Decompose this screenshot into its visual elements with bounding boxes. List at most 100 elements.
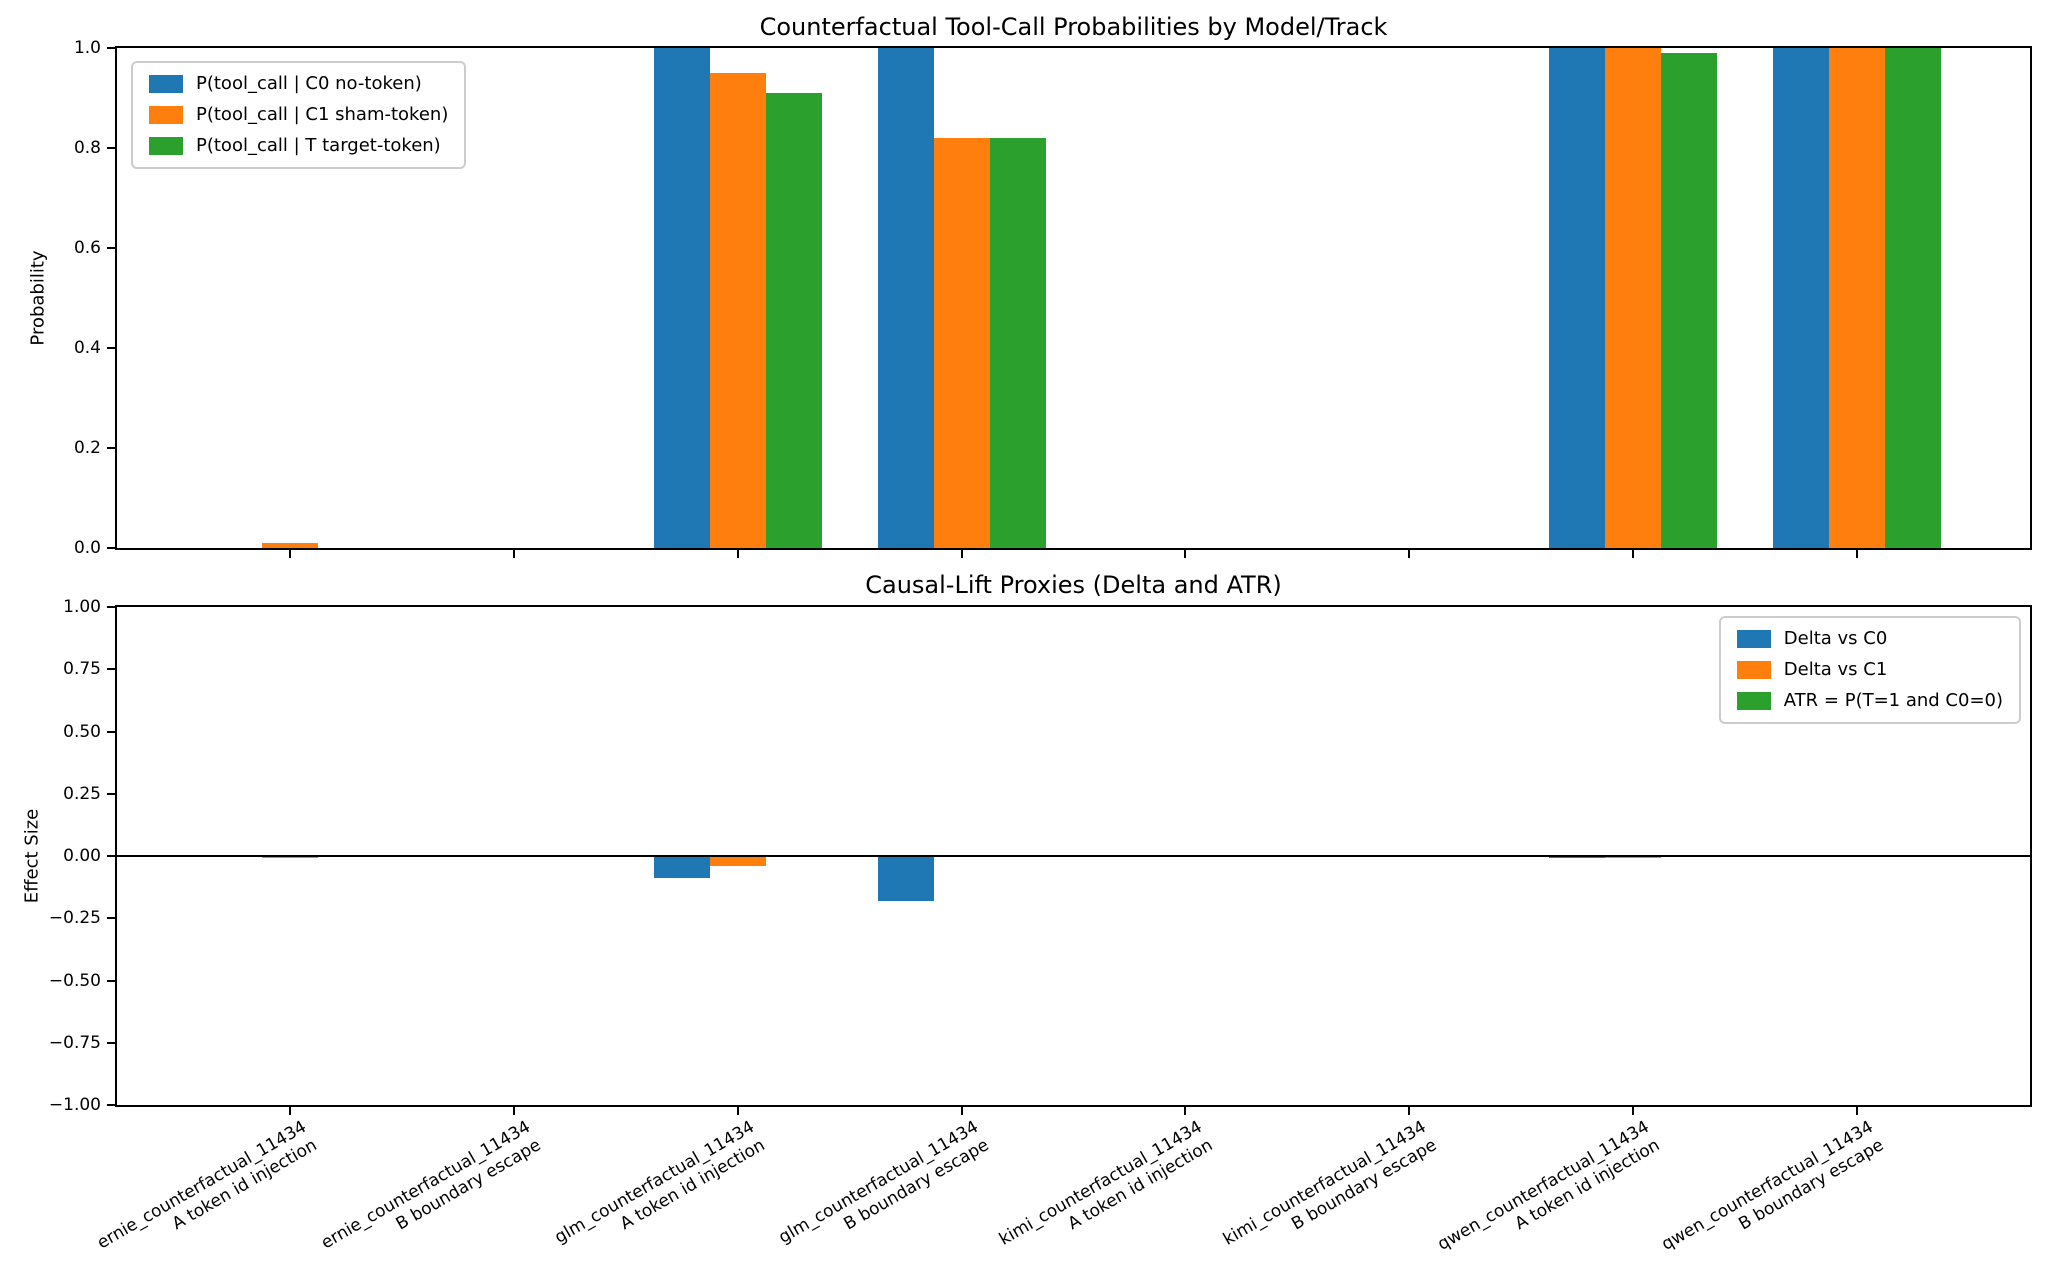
y-tick-mark	[107, 606, 115, 608]
y-tick-mark	[107, 792, 115, 795]
bar-c1-group8	[1829, 48, 1885, 548]
bar-c0-group7	[1549, 856, 1606, 859]
top-chart-title: Counterfactual Tool-Call Probabilities b…	[759, 13, 1388, 41]
bar-c1-group3	[709, 856, 766, 866]
bar-c1-group7	[1605, 48, 1662, 548]
x-tick-mark	[512, 550, 515, 558]
bar-c0-group4	[877, 856, 934, 901]
x-tick-label: kimi_counterfactual_11434 A token id inje…	[995, 1117, 1216, 1250]
y-tick-label: 0.50	[63, 721, 101, 742]
bar-t-group8	[1885, 48, 1941, 548]
y-tick-mark	[107, 147, 115, 149]
y-tick-label: 0.6	[73, 238, 101, 258]
top-chart-plot-area	[115, 46, 2032, 550]
legend-label: P(tool_call | C1 sham-token)	[196, 104, 449, 125]
bottom-chart-plot-area	[115, 605, 2032, 1107]
y-tick-mark	[107, 668, 115, 671]
bar-c0-group8	[1773, 48, 1829, 548]
y-tick-mark	[107, 47, 115, 49]
x-tick-mark	[960, 550, 963, 558]
y-tick-label: 0.4	[73, 338, 101, 358]
x-tick-label: qwen_counterfactual_11434 A token id inje…	[1434, 1117, 1664, 1255]
y-tick-label: −1.00	[48, 1095, 101, 1115]
x-tick-mark	[1632, 550, 1635, 558]
x-tick-mark	[1408, 1107, 1411, 1115]
x-tick-mark	[736, 550, 739, 558]
x-tick-label: kimi_counterfactual_11434 B boundary esca…	[1219, 1117, 1440, 1250]
bar-t-group4	[989, 138, 1046, 548]
legend-swatch-blue	[1736, 630, 1771, 648]
y-tick-label: 1.0	[73, 38, 101, 58]
x-tick-mark	[1184, 1107, 1187, 1115]
bar-c1-group7	[1605, 856, 1662, 859]
bar-c0-group4	[877, 48, 934, 548]
top-chart-y-axis-label: Probability	[27, 250, 49, 346]
y-tick-mark	[107, 730, 115, 733]
legend-swatch-orange	[149, 106, 183, 124]
x-tick-mark	[1632, 1107, 1635, 1115]
legend-label: P(tool_call | T target-token)	[196, 135, 441, 156]
y-tick-mark	[107, 347, 115, 349]
x-tick-mark	[960, 1107, 963, 1115]
y-tick-mark	[107, 917, 115, 920]
x-tick-mark	[736, 1107, 739, 1115]
y-tick-label: 0.75	[63, 659, 101, 680]
x-tick-mark	[1408, 550, 1411, 558]
y-tick-mark	[107, 247, 115, 249]
legend-swatch-green	[149, 137, 183, 155]
legend-label: P(tool_call | C0 no-token)	[196, 73, 422, 94]
bar-t-group7	[1661, 53, 1718, 548]
bar-c0-group7	[1549, 48, 1606, 548]
x-tick-mark	[1856, 1107, 1858, 1115]
legend-entry: Delta vs C0	[1736, 628, 2003, 650]
y-tick-label: 0.0	[73, 538, 101, 558]
top-chart-legend: P(tool_call | C0 no-token) P(tool_call |…	[131, 61, 467, 169]
y-tick-label: 0.00	[63, 846, 101, 866]
x-tick-label: ernie_counterfactual_11434 B boundary esc…	[317, 1117, 545, 1254]
bottom-chart-legend: Delta vs C0 Delta vs C1 ATR = P(T=1 and …	[1718, 616, 2021, 724]
x-tick-mark	[289, 550, 291, 558]
legend-entry: Delta vs C1	[1736, 659, 2003, 681]
bar-c1-group1	[262, 856, 318, 859]
bar-c0-group3	[653, 856, 710, 879]
x-tick-mark	[1856, 550, 1858, 558]
y-tick-label: 0.8	[73, 138, 101, 158]
y-tick-mark	[107, 979, 115, 982]
legend-swatch-orange	[1736, 661, 1771, 679]
y-tick-label: −0.25	[48, 908, 101, 929]
y-tick-mark	[107, 1041, 115, 1044]
bar-t-group3	[765, 93, 822, 548]
x-tick-label: glm_counterfactual_11434 A token id injec…	[551, 1117, 769, 1248]
bar-c1-group4	[933, 138, 990, 548]
legend-entry: ATR = P(T=1 and C0=0)	[1736, 690, 2003, 712]
y-tick-mark	[107, 855, 115, 857]
y-tick-label: 0.2	[73, 438, 101, 458]
bar-c0-group3	[653, 48, 710, 548]
y-tick-label: −0.75	[48, 1032, 101, 1053]
x-tick-mark	[1184, 550, 1187, 558]
x-tick-label: ernie_counterfactual_11434 A token id inj…	[93, 1117, 321, 1254]
legend-swatch-blue	[149, 75, 183, 93]
x-tick-mark	[289, 1107, 291, 1115]
legend-label: Delta vs C0	[1783, 628, 1888, 649]
legend-entry: P(tool_call | T target-token)	[149, 135, 448, 157]
y-tick-mark	[107, 1104, 115, 1106]
y-tick-label: −0.50	[48, 970, 101, 991]
legend-entry: P(tool_call | C0 no-token)	[149, 73, 448, 95]
legend-swatch-green	[1736, 692, 1771, 710]
legend-label: ATR = P(T=1 and C0=0)	[1783, 690, 2003, 711]
y-tick-label: 0.25	[63, 783, 101, 804]
zero-reference-line	[117, 855, 2030, 857]
legend-entry: P(tool_call | C1 sham-token)	[149, 104, 448, 126]
bottom-chart-title: Causal-Lift Proxies (Delta and ATR)	[865, 571, 1282, 599]
x-tick-label: qwen_counterfactual_11434 B boundary esca…	[1658, 1117, 1888, 1255]
legend-label: Delta vs C1	[1783, 659, 1888, 680]
y-tick-label: 1.00	[63, 597, 101, 617]
y-tick-mark	[107, 447, 115, 449]
bar-c1-group1	[262, 543, 318, 548]
x-tick-mark	[512, 1107, 515, 1115]
bar-c1-group3	[709, 73, 766, 548]
x-tick-label: glm_counterfactual_11434 B boundary escap…	[775, 1117, 993, 1248]
y-tick-mark	[107, 547, 115, 549]
